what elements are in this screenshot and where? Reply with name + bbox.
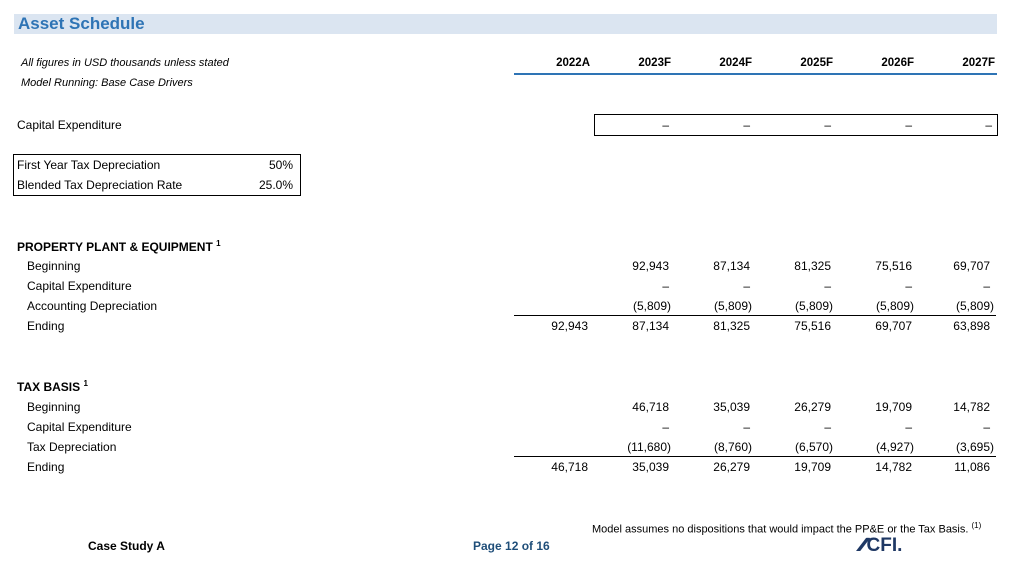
- capex-cell[interactable]: –: [743, 118, 750, 132]
- tax-cell: –: [662, 420, 669, 434]
- tax-cell: 19,709: [794, 460, 831, 474]
- ppe-cell: (5,809): [632, 299, 671, 313]
- ppe-cell: –: [743, 279, 750, 293]
- ppe-heading: PROPERTY PLANT & EQUIPMENT 1: [17, 239, 221, 254]
- tax-heading: TAX BASIS 1: [17, 379, 88, 394]
- year-header: 2026F: [881, 57, 914, 69]
- tax-row-label: Ending: [27, 460, 65, 474]
- footnote-marker: 1: [83, 379, 88, 388]
- header-underline: [514, 73, 997, 75]
- footnote-marker: 1: [216, 239, 221, 248]
- ppe-cell: –: [662, 279, 669, 293]
- ppe-cell: 75,516: [875, 259, 912, 273]
- tax-row-label: Capital Expenditure: [27, 420, 132, 434]
- capex-cell[interactable]: –: [985, 118, 992, 132]
- ppe-cell: 87,134: [713, 259, 750, 273]
- year-header: 2022A: [556, 57, 590, 69]
- tax-inputs-box: [13, 154, 301, 196]
- tax-cell: 14,782: [875, 460, 912, 474]
- tax-cell: 26,279: [794, 400, 831, 414]
- ppe-cell: 69,707: [875, 319, 912, 333]
- title-bar: [14, 14, 997, 34]
- ppe-cell: 81,325: [794, 259, 831, 273]
- tax-cell: (6,570): [794, 440, 833, 454]
- footnote-text: Model assumes no dispositions that would…: [592, 521, 982, 536]
- ppe-row-label: Ending: [27, 319, 65, 333]
- ppe-cell: 92,943: [632, 259, 669, 273]
- blended-value[interactable]: 25.0%: [258, 178, 293, 192]
- first-year-value[interactable]: 50%: [268, 158, 293, 172]
- tax-cell: (3,695): [955, 440, 994, 454]
- tax-cell: –: [905, 420, 912, 434]
- logo-bars-icon: ∕∕∕: [860, 535, 865, 556]
- tax-cell: 35,039: [713, 400, 750, 414]
- ppe-cell: 69,707: [953, 259, 990, 273]
- capex-label: Capital Expenditure: [17, 118, 122, 132]
- ppe-cell: (5,809): [955, 299, 994, 313]
- ppe-cell: –: [905, 279, 912, 293]
- tax-total-line: [514, 456, 996, 457]
- ppe-cell: –: [983, 279, 990, 293]
- tax-cell: (11,680): [627, 440, 671, 454]
- tax-row-label: Tax Depreciation: [27, 440, 117, 454]
- capex-cell[interactable]: –: [824, 118, 831, 132]
- ppe-cell: (5,809): [713, 299, 752, 313]
- ppe-cell: 87,134: [632, 319, 669, 333]
- ppe-cell: 81,325: [713, 319, 750, 333]
- capex-cell[interactable]: –: [662, 118, 669, 132]
- units-note: All figures in USD thousands unless stat…: [21, 57, 229, 69]
- tax-cell: 35,039: [632, 460, 669, 474]
- ppe-row-label: Capital Expenditure: [27, 279, 132, 293]
- blended-label: Blended Tax Depreciation Rate: [17, 178, 183, 192]
- year-header: 2023F: [638, 57, 671, 69]
- tax-cell: (4,927): [875, 440, 914, 454]
- tax-cell: 26,279: [713, 460, 750, 474]
- tax-cell: –: [743, 420, 750, 434]
- ppe-row-label: Accounting Depreciation: [27, 299, 158, 313]
- case-name: Case Study A: [88, 539, 165, 553]
- ppe-cell: 75,516: [794, 319, 831, 333]
- tax-cell: (8,760): [713, 440, 752, 454]
- year-header: 2025F: [800, 57, 833, 69]
- model-note: Model Running: Base Case Drivers: [21, 77, 193, 89]
- capex-input-box: [594, 114, 998, 136]
- ppe-cell: 92,943: [551, 319, 588, 333]
- ppe-row-label: Beginning: [27, 259, 81, 273]
- capex-cell[interactable]: –: [905, 118, 912, 132]
- page-title: Asset Schedule: [18, 14, 145, 33]
- ppe-cell: –: [824, 279, 831, 293]
- tax-cell: –: [983, 420, 990, 434]
- tax-cell: 46,718: [551, 460, 588, 474]
- tax-cell: 14,782: [953, 400, 990, 414]
- tax-cell: 19,709: [875, 400, 912, 414]
- ppe-cell: 63,898: [953, 319, 990, 333]
- page-number: Page 12 of 16: [473, 539, 550, 553]
- cfi-logo: ∕∕∕ CFI.: [860, 535, 903, 556]
- year-header: 2027F: [962, 57, 995, 69]
- first-year-label: First Year Tax Depreciation: [17, 158, 161, 172]
- tax-cell: 11,086: [954, 460, 990, 474]
- year-header: 2024F: [719, 57, 752, 69]
- ppe-cell: (5,809): [875, 299, 914, 313]
- ppe-total-line: [514, 315, 996, 316]
- tax-cell: –: [824, 420, 831, 434]
- tax-cell: 46,718: [632, 400, 669, 414]
- tax-row-label: Beginning: [27, 400, 81, 414]
- ppe-cell: (5,809): [794, 299, 833, 313]
